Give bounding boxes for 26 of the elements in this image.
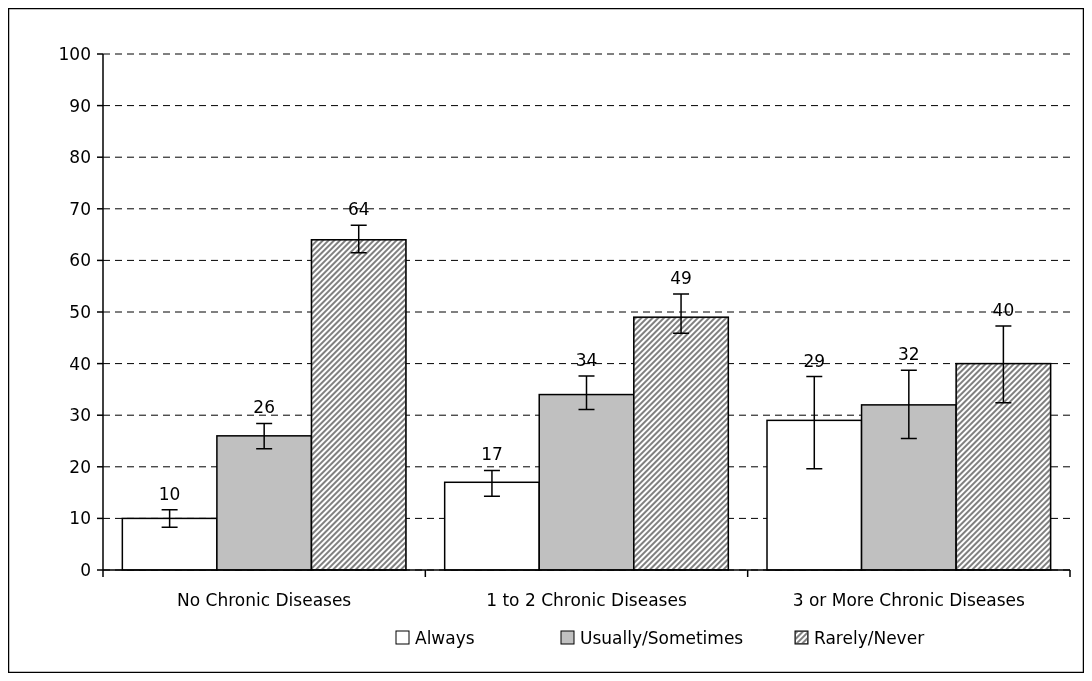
- data-label: 49: [670, 267, 692, 288]
- x-tick-label: 1 to 2 Chronic Diseases: [486, 590, 687, 610]
- y-tick-label: 10: [69, 508, 91, 529]
- y-tick-label: 20: [69, 456, 91, 477]
- y-tick-label: 60: [69, 250, 91, 271]
- legend-label: Always: [415, 627, 475, 648]
- legend-label: Rarely/Never: [814, 627, 925, 648]
- data-label: 64: [347, 199, 370, 220]
- data-label: 34: [575, 349, 598, 370]
- legend-label: Usually/Sometimes: [580, 627, 744, 648]
- y-tick-label: 80: [69, 147, 91, 168]
- data-label: 10: [158, 483, 181, 504]
- y-tick-label: 30: [69, 405, 91, 426]
- data-label: 32: [898, 344, 920, 365]
- y-tick-label: 70: [69, 198, 91, 219]
- x-tick-label: 3 or More Chronic Diseases: [792, 590, 1026, 610]
- data-label: 17: [481, 444, 503, 465]
- y-tick-label: 50: [69, 301, 91, 322]
- x-tick-label: No Chronic Diseases: [177, 590, 352, 610]
- data-label: 40: [992, 299, 1015, 320]
- y-tick-label: 0: [80, 559, 91, 580]
- y-tick-label: 90: [69, 95, 91, 116]
- y-tick-label: 40: [69, 353, 91, 374]
- y-tick-label: 100: [58, 43, 91, 64]
- data-label: 26: [253, 397, 275, 418]
- data-label: 29: [803, 350, 826, 371]
